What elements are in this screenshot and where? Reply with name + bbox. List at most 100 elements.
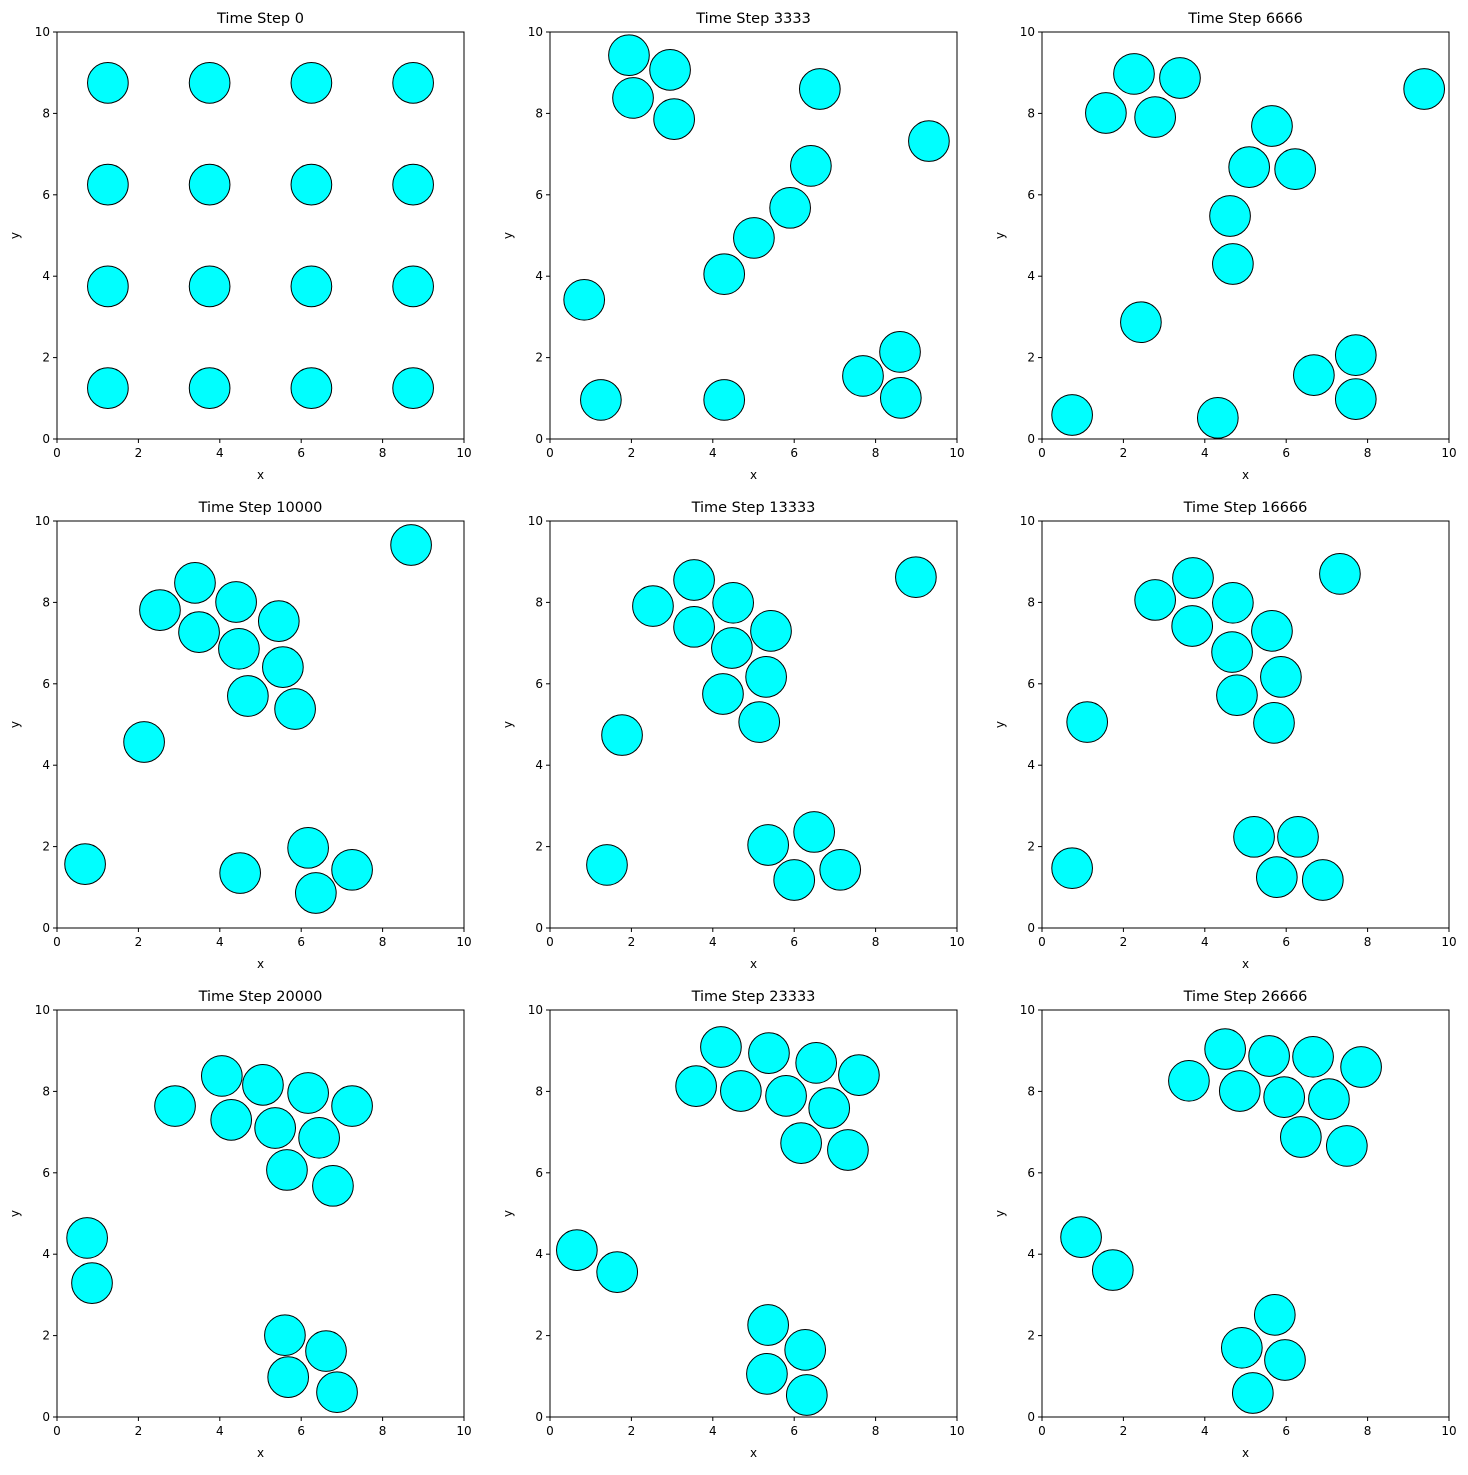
y-tick-label: 0 [42, 1410, 50, 1424]
particle-point [1159, 57, 1201, 99]
axes-frame [1041, 520, 1450, 929]
particle-point [87, 62, 129, 104]
particle-point [287, 826, 329, 869]
x-tick-label: 2 [135, 1424, 143, 1438]
y-tick-label: 10 [528, 25, 543, 39]
x-tick-label: 2 [1120, 1424, 1128, 1438]
y-axis-label: y [8, 1210, 22, 1217]
points [1060, 1028, 1382, 1414]
particle-point [1231, 1372, 1274, 1414]
y-tick-label: 4 [42, 1247, 50, 1261]
y-tick-label: 8 [535, 595, 543, 609]
particle-point [700, 1026, 742, 1068]
points [64, 524, 432, 914]
particle-point [795, 1042, 838, 1084]
subplot-title: Time Step 3333 [695, 11, 811, 27]
particle-point [703, 253, 746, 296]
subplot-title: Time Step 13333 [691, 500, 816, 516]
particle-point [1051, 847, 1093, 890]
y-tick-label: 10 [1020, 25, 1035, 39]
subplot-title: Time Step 16666 [1183, 500, 1308, 516]
y-axis-label: y [993, 232, 1007, 239]
particle-point [738, 701, 781, 743]
x-tick-label: 8 [1364, 1424, 1372, 1438]
x-tick-label: 6 [1282, 935, 1290, 949]
x-tick-label: 10 [949, 935, 964, 949]
particle-point [64, 843, 106, 885]
y-tick-label: 2 [42, 351, 50, 365]
y-tick-label: 4 [535, 269, 543, 283]
y-tick-label: 8 [1027, 1084, 1035, 1098]
particle-point [1308, 1078, 1350, 1120]
particle-point [773, 859, 816, 901]
x-axis-label: x [1242, 1446, 1249, 1460]
particle-point [793, 811, 835, 853]
y-tick-label: 0 [1027, 1410, 1035, 1424]
particle-point [1280, 1116, 1322, 1158]
y-tick-label: 0 [1027, 921, 1035, 935]
particle-point [392, 367, 434, 409]
y-tick-label: 0 [42, 432, 50, 446]
particle-point [703, 379, 746, 421]
y-tick-label: 2 [1027, 1329, 1035, 1343]
particle-point [1251, 610, 1293, 652]
particle-point [218, 627, 260, 670]
x-axis-label: x [750, 957, 757, 971]
x-axis-label: x [750, 468, 757, 482]
y-tick-label: 8 [42, 1084, 50, 1098]
particle-point [1233, 815, 1275, 858]
particle-point [1168, 1059, 1210, 1102]
y-tick-label: 4 [535, 758, 543, 772]
particle-point [267, 1356, 310, 1398]
x-tick-label: 2 [628, 935, 636, 949]
y-tick-label: 8 [535, 1084, 543, 1098]
x-axis-label: x [257, 957, 264, 971]
y-tick-label: 4 [535, 1247, 543, 1261]
particle-point [274, 688, 316, 730]
y-tick-label: 2 [42, 840, 50, 854]
particle-point [596, 1251, 639, 1293]
y-tick-label: 8 [535, 106, 543, 120]
particle-point [1263, 1076, 1306, 1118]
particle-point [219, 852, 261, 894]
points [586, 556, 937, 901]
y-tick-label: 6 [535, 1166, 543, 1180]
x-tick-label: 8 [1364, 446, 1372, 460]
particle-point [747, 1304, 790, 1346]
x-tick-label: 2 [628, 1424, 636, 1438]
y-tick-label: 2 [42, 1329, 50, 1343]
y-tick-label: 10 [528, 1003, 543, 1017]
subplot-0: 00 2 2 4 4 6 6 8 8 10 10 Time Step 0 x y [8, 11, 472, 482]
particle-point [785, 1374, 828, 1416]
particle-point [1228, 146, 1271, 188]
subplot-title: Time Step 23333 [691, 989, 816, 1005]
x-tick-label: 0 [1038, 935, 1046, 949]
x-tick-label: 6 [790, 935, 798, 949]
particle-point [563, 278, 606, 321]
particle-point [154, 1085, 196, 1127]
x-tick-label: 8 [872, 1424, 880, 1438]
y-tick-label: 0 [42, 921, 50, 935]
particle-point [200, 1055, 243, 1097]
particle-point [1325, 1125, 1368, 1167]
particle-point [287, 1072, 329, 1114]
x-tick-label: 0 [53, 1424, 61, 1438]
x-tick-label: 6 [1282, 1424, 1290, 1438]
particle-point [87, 163, 129, 206]
x-tick-label: 4 [709, 1424, 717, 1438]
particle-point [1171, 605, 1214, 647]
axes-frame [549, 31, 958, 440]
y-tick-label: 6 [1027, 677, 1035, 691]
y-tick-label: 0 [535, 432, 543, 446]
particle-point [312, 1164, 354, 1207]
particle-point [1204, 1028, 1247, 1070]
x-tick-label: 10 [1441, 935, 1456, 949]
particle-point [1255, 856, 1298, 898]
x-tick-label: 0 [546, 446, 554, 460]
particle-point [188, 62, 231, 104]
particle-point [649, 49, 691, 91]
particle-point [746, 1353, 788, 1395]
y-tick-label: 8 [42, 595, 50, 609]
particle-point [808, 1087, 851, 1129]
